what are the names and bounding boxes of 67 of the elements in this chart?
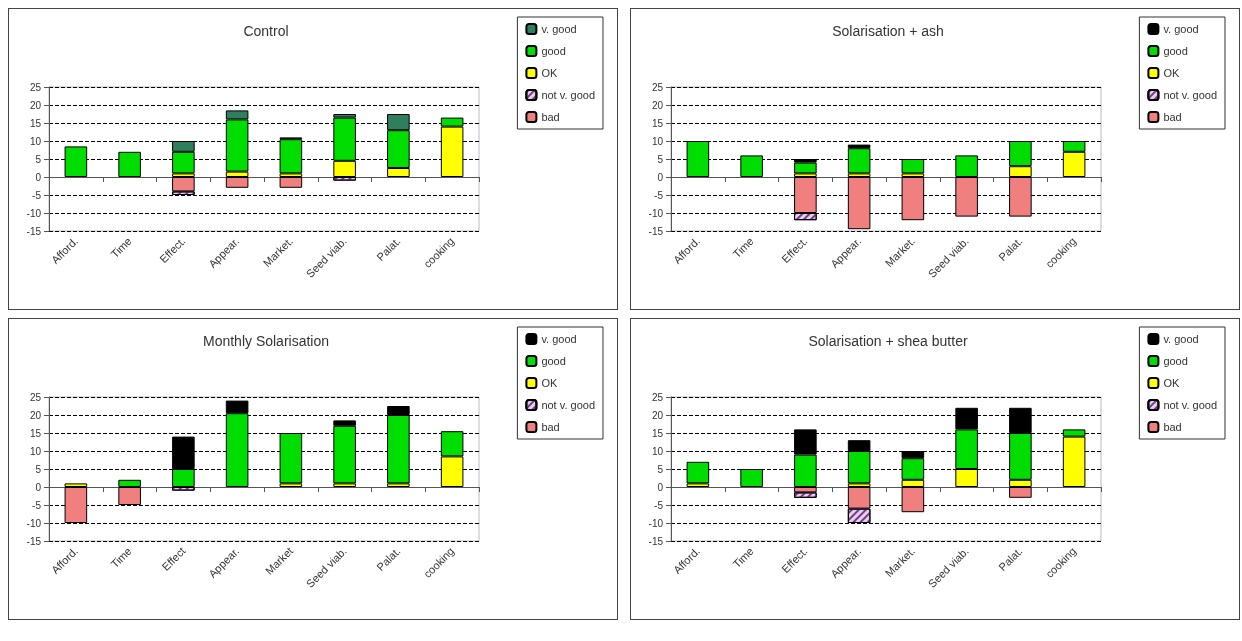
y-tick-label: 15: [651, 117, 664, 129]
y-tick-label: 0: [35, 171, 42, 183]
y-tick-label: -5: [32, 499, 42, 511]
legend-label: OK: [541, 377, 558, 389]
y-tick-label: 5: [657, 463, 664, 475]
legend-label: bad: [541, 421, 560, 433]
legend-label: OK: [1163, 67, 1180, 79]
legend-label: not v. good: [1163, 399, 1218, 411]
y-tick-label: -5: [32, 189, 42, 201]
y-tick-label: 15: [651, 427, 664, 439]
y-tick-label: 5: [35, 153, 42, 165]
y-tick-label: -10: [26, 517, 42, 529]
y-tick-label: 0: [657, 171, 664, 183]
y-tick-label: 20: [29, 99, 42, 111]
legend-label: v. good: [541, 333, 577, 345]
y-tick-label: 0: [657, 481, 664, 493]
y-tick-label: 15: [29, 427, 42, 439]
x-tick-label: Time: [730, 544, 756, 571]
y-tick-label: 10: [29, 135, 42, 147]
legend-label: bad: [1163, 111, 1182, 123]
chart-title: Monthly Solarisation: [202, 333, 330, 349]
y-tick-label: -10: [648, 517, 664, 529]
chart-title: Solarisation + ash: [832, 23, 944, 39]
y-tick-label: 20: [651, 409, 664, 421]
y-tick-label: -10: [26, 207, 42, 219]
y-tick-label: 25: [651, 81, 664, 93]
legend-label: not v. good: [541, 399, 596, 411]
y-tick-label: 10: [651, 445, 664, 457]
bar: [794, 162, 817, 174]
y-tick-label: 5: [657, 153, 664, 165]
legend-label: not v. good: [1163, 89, 1218, 101]
y-tick-label: -15: [26, 225, 42, 237]
y-tick-label: 15: [29, 117, 42, 129]
bar: [279, 177, 303, 188]
y-tick-label: -5: [654, 499, 664, 511]
y-tick-label: 5: [35, 463, 42, 475]
legend-label: OK: [1163, 377, 1180, 389]
x-tick-label: Time: [730, 234, 756, 261]
legend-label: bad: [541, 111, 560, 123]
legend-label: OK: [541, 67, 558, 79]
chart-title: Control: [243, 23, 289, 39]
y-tick-label: -15: [648, 225, 664, 237]
y-tick-label: -5: [654, 189, 664, 201]
y-tick-label: -15: [26, 535, 42, 547]
y-tick-label: 10: [651, 135, 664, 147]
legend-label: good: [541, 45, 566, 57]
x-tick-label: Time: [108, 234, 134, 261]
y-tick-label: 10: [29, 445, 42, 457]
legend-label: good: [541, 355, 566, 367]
y-tick-label: -10: [648, 207, 664, 219]
y-tick-label: 25: [29, 81, 42, 93]
legend-label: v. good: [1163, 23, 1199, 35]
chart-title: Solarisation + shea butter: [808, 333, 968, 349]
y-tick-label: 0: [35, 481, 42, 493]
y-tick-label: 25: [29, 391, 42, 403]
bar: [172, 177, 195, 192]
y-tick-label: 25: [651, 391, 664, 403]
legend-label: good: [1163, 355, 1188, 367]
y-tick-label: -15: [648, 535, 664, 547]
legend-label: good: [1163, 45, 1188, 57]
legend-label: v. good: [541, 23, 577, 35]
y-tick-label: 20: [651, 99, 664, 111]
legend-label: v. good: [1163, 333, 1199, 345]
x-tick-label: Time: [108, 544, 134, 571]
legend-label: not v. good: [541, 89, 596, 101]
y-tick-label: 20: [29, 409, 42, 421]
legend-label: bad: [1163, 421, 1182, 433]
